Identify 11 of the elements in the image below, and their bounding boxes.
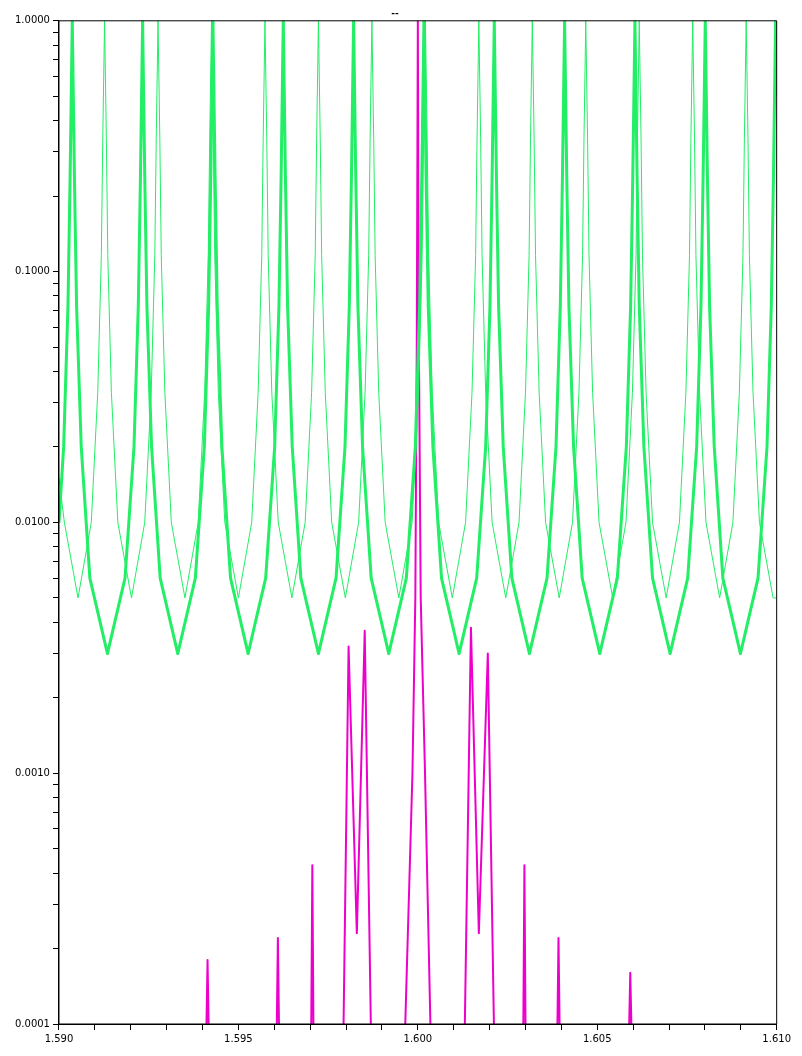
x-tick-label: 1.610 bbox=[762, 1032, 792, 1044]
x-tick-label: 1.595 bbox=[224, 1032, 253, 1044]
y-tick-label: 0.0010 bbox=[14, 766, 50, 778]
y-tick-label: 0.1000 bbox=[14, 265, 50, 277]
y-tick-label: 0.0100 bbox=[14, 515, 50, 527]
x-tick-label: 1.600 bbox=[403, 1032, 433, 1044]
chart-title: -- bbox=[391, 7, 399, 18]
x-tick-label: 1.590 bbox=[44, 1032, 74, 1044]
x-tick-label: 1.605 bbox=[582, 1032, 612, 1044]
y-tick-label: 1.0000 bbox=[14, 14, 50, 26]
y-tick-label: 0.0001 bbox=[14, 1017, 50, 1029]
